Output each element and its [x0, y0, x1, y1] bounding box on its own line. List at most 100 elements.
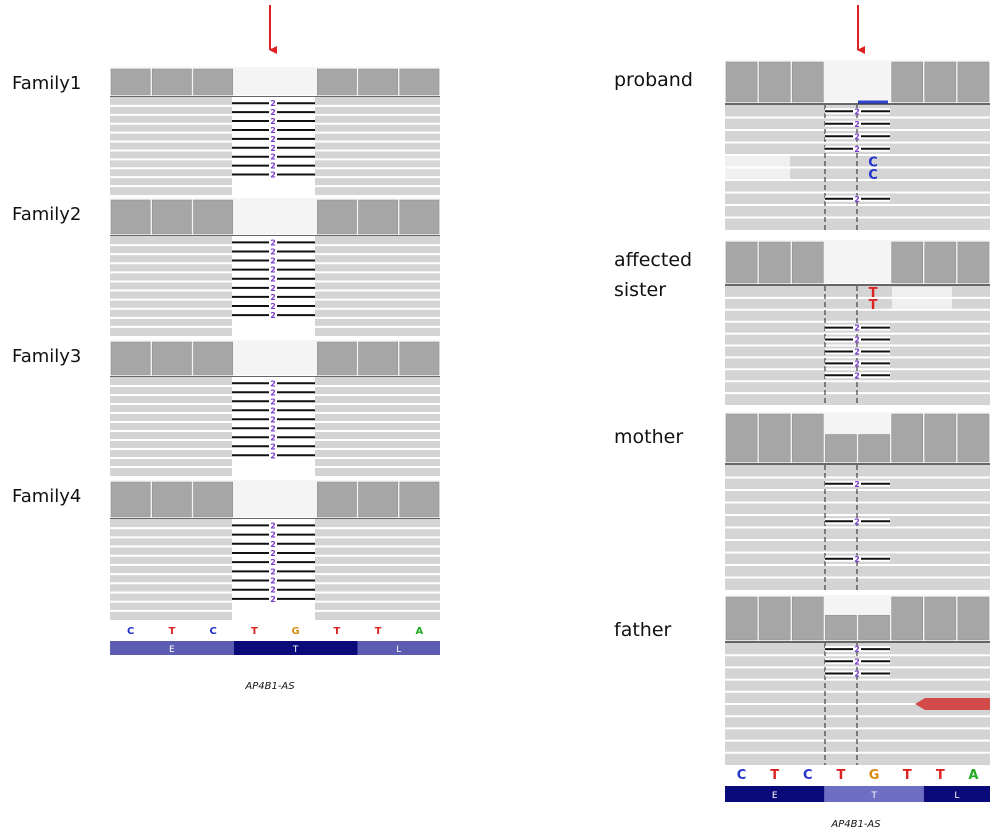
reference-base: T: [837, 768, 846, 783]
deletion-label: 2: [270, 284, 276, 293]
coverage-bar: [958, 597, 989, 640]
deletion-label: 2: [270, 531, 276, 540]
sample-label: Family1: [12, 73, 81, 94]
deletion-label: 2: [270, 126, 276, 135]
reference-base: T: [375, 626, 382, 637]
deletion-label: 2: [270, 162, 276, 171]
deletion-label: 2: [270, 257, 276, 266]
read-gap: [892, 287, 952, 297]
coverage-bar: [792, 62, 823, 102]
deletion-label: 2: [270, 415, 276, 424]
coverage-bar: [317, 200, 356, 234]
deletion-label: 2: [854, 120, 860, 129]
coverage-bar: [759, 242, 790, 283]
sample-label: proband: [614, 69, 693, 91]
coverage-bar: [726, 242, 757, 283]
coverage-bar: [152, 482, 191, 517]
deletion-label: 2: [270, 144, 276, 153]
coverage-bar: [726, 62, 757, 102]
coverage-bar: [317, 342, 356, 375]
coverage-bar: [194, 69, 233, 95]
read-base: C: [868, 168, 878, 183]
deletion-label: 2: [854, 657, 860, 666]
coverage-bar: [152, 342, 191, 375]
read-gap: [725, 156, 790, 167]
amino-acid: E: [772, 791, 778, 801]
deletion-label: 2: [270, 153, 276, 162]
deletion-label: 2: [270, 451, 276, 460]
amino-acid: L: [954, 791, 959, 801]
coverage-bar: [317, 69, 356, 95]
coverage-bar: [825, 435, 856, 463]
deletion-label: 2: [854, 347, 860, 356]
coverage-bar: [111, 69, 150, 95]
coverage-bar: [958, 242, 989, 283]
deletion-label: 2: [854, 107, 860, 116]
coverage-bar: [111, 200, 150, 234]
coverage-bar: [792, 597, 823, 640]
sample-label: affected: [614, 249, 692, 271]
deletion-label: 2: [270, 379, 276, 388]
read-gap: [725, 169, 790, 180]
deletion-label: 2: [270, 302, 276, 311]
read-base: T: [869, 298, 878, 313]
coverage-bar: [859, 435, 890, 463]
reference-base: C: [209, 626, 216, 637]
coverage-bar: [925, 62, 956, 102]
sample-label: sister: [614, 279, 666, 301]
deletion-label: 2: [854, 359, 860, 368]
deletion-label: 2: [854, 324, 860, 333]
reference-base: T: [333, 626, 340, 637]
sample-label: mother: [614, 426, 683, 448]
coverage-bar: [194, 342, 233, 375]
coverage-bar: [726, 414, 757, 462]
coverage-bar: [111, 342, 150, 375]
deletion-label: 2: [854, 480, 860, 489]
reference-base: A: [416, 626, 424, 637]
reference-base: C: [127, 626, 134, 637]
deletion-label: 2: [270, 549, 276, 558]
reference-base: G: [869, 768, 880, 783]
read-gap: [892, 299, 952, 309]
coverage-bar: [759, 597, 790, 640]
coverage-bar: [726, 597, 757, 640]
coverage-bar: [152, 69, 191, 95]
sample-label: Family3: [12, 346, 81, 367]
deletion-label: 2: [854, 670, 860, 679]
deletion-label: 2: [270, 406, 276, 415]
deletion-label: 2: [270, 442, 276, 451]
coverage-bar: [958, 62, 989, 102]
reference-base: T: [936, 768, 945, 783]
deletion-label: 2: [270, 238, 276, 247]
deletion-label: 2: [270, 586, 276, 595]
deletion-label: 2: [854, 555, 860, 564]
deletion-label: 2: [270, 311, 276, 320]
reference-base: T: [903, 768, 912, 783]
gene-name: AP4B1-AS: [830, 819, 881, 830]
coverage-bar: [792, 242, 823, 283]
amino-acid: T: [292, 645, 299, 655]
deletion-label: 2: [270, 558, 276, 567]
deletion-label: 2: [270, 424, 276, 433]
coverage-bar: [400, 69, 439, 95]
deletion-label: 2: [270, 540, 276, 549]
coverage-bar: [359, 482, 398, 517]
coverage-bar: [892, 242, 923, 283]
reference-base: T: [770, 768, 779, 783]
coverage-bar: [759, 62, 790, 102]
deletion-label: 2: [270, 247, 276, 256]
amino-acid: T: [870, 791, 877, 801]
deletion-label: 2: [270, 108, 276, 117]
deletion-label: 2: [854, 517, 860, 526]
coverage-bar: [792, 414, 823, 462]
coverage-bar: [400, 482, 439, 517]
deletion-label: 2: [854, 132, 860, 141]
figure: Family1222222222Family2222222222Family32…: [0, 0, 992, 835]
coverage-bar: [400, 200, 439, 234]
amino-acid: E: [169, 645, 175, 655]
coverage-bar: [759, 414, 790, 462]
deletion-label: 2: [270, 595, 276, 604]
deletion-label: 2: [854, 195, 860, 204]
deletion-label: 2: [270, 388, 276, 397]
gene-name: AP4B1-AS: [244, 681, 295, 692]
